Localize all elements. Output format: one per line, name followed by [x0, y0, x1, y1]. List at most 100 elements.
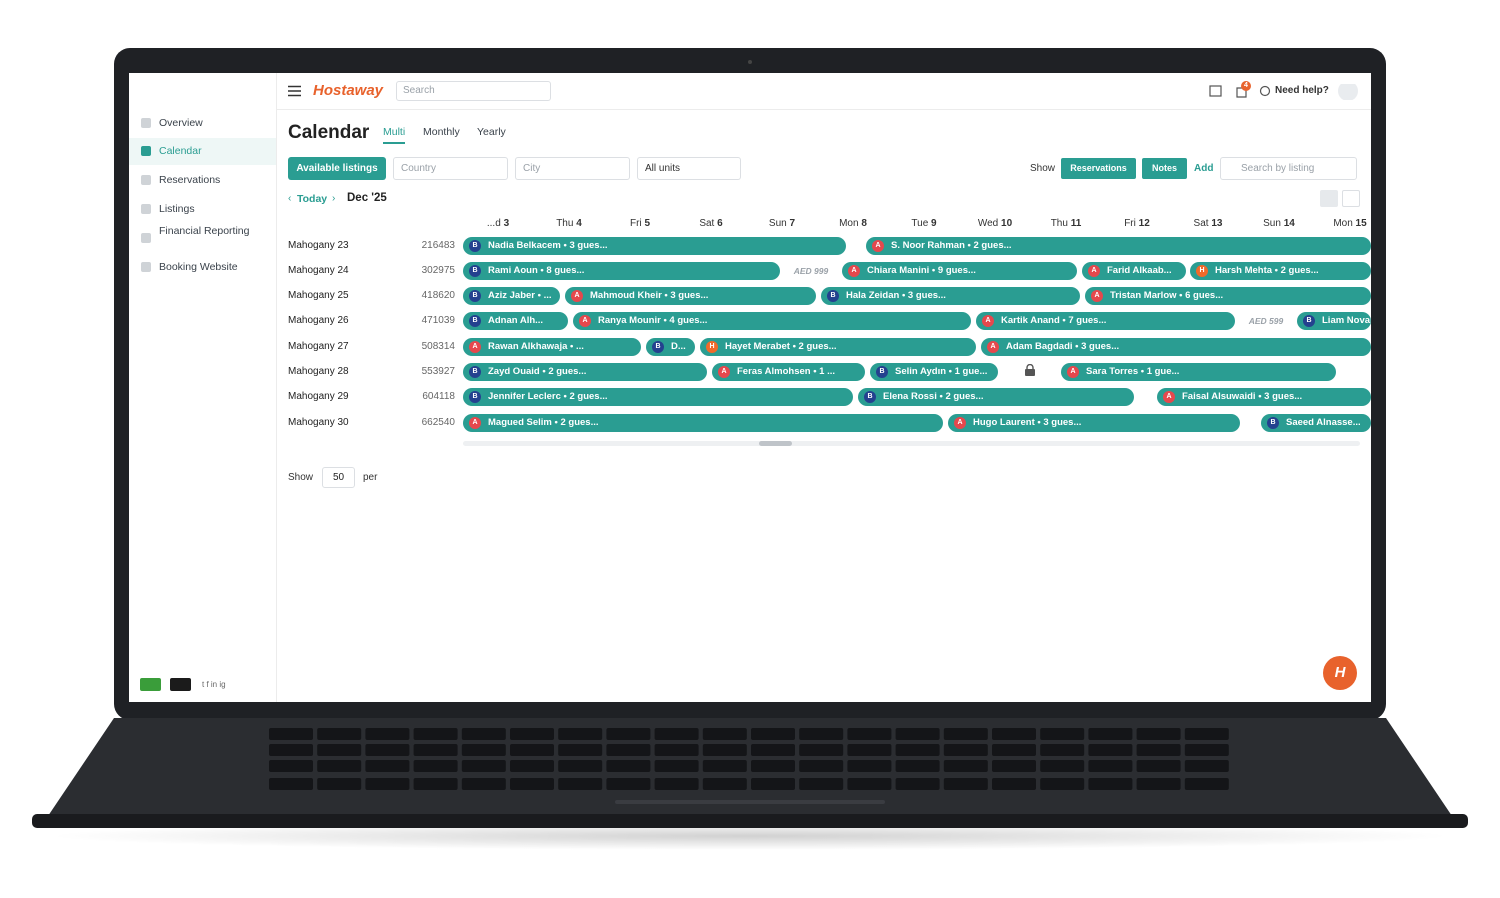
header-divider: [277, 109, 1371, 110]
day-header: Thu 4: [534, 218, 604, 229]
booking[interactable]: B Zayd Ouaid • 2 gues...: [463, 363, 707, 381]
guest-label: Faisal Alsuwaidi • 3 gues...: [1182, 391, 1303, 403]
view-tab[interactable]: Monthly: [423, 126, 460, 138]
channel-badge: A: [848, 264, 860, 277]
sidebar-item[interactable]: Overview: [159, 117, 203, 129]
booking[interactable]: A Sara Torres • 1 gue...: [1061, 363, 1336, 381]
page-title: Calendar: [288, 122, 370, 143]
social-links[interactable]: t f in ig: [202, 680, 226, 689]
sidebar-icon: [141, 262, 151, 272]
booking[interactable]: B Rami Aoun • 8 gues...: [463, 261, 780, 280]
booking[interactable]: B Aziz Jaber • ...: [463, 287, 560, 306]
key: [702, 728, 747, 740]
channel-badge: B: [1303, 315, 1315, 328]
channel-badge: A: [1163, 391, 1175, 404]
booking[interactable]: A Ranya Mounir • 4 gues...: [573, 312, 971, 331]
booking[interactable]: H Hayet Merabet • 2 gues...: [700, 337, 976, 356]
nav-arrow[interactable]: ‹: [288, 193, 292, 204]
booking[interactable]: B Saeed Alnasse...: [1261, 413, 1371, 432]
help-link[interactable]: Need help?: [1275, 85, 1329, 96]
button[interactable]: Available listings: [288, 157, 386, 180]
channel-badge: A: [579, 315, 591, 328]
booking[interactable]: A Feras Almohsen • 1 ...: [712, 363, 865, 381]
fab[interactable]: H: [1323, 656, 1357, 690]
page-size[interactable]: 50: [322, 467, 355, 488]
booking[interactable]: B Selin Aydın • 1 gue...: [870, 363, 998, 381]
add-link[interactable]: Add: [1194, 163, 1214, 174]
listing-id: 604118: [422, 391, 455, 403]
sidebar-icon: [141, 175, 151, 185]
channel-badge: A: [469, 416, 481, 429]
today-button[interactable]: Today: [297, 193, 328, 205]
booking[interactable]: B Nadia Belkacem • 3 gues...: [463, 236, 846, 255]
listing-id: 418620: [421, 290, 455, 302]
booking[interactable]: A Faisal Alsuwaidi • 3 gues...: [1157, 388, 1371, 407]
guest-label: Mahmoud Kheir • 3 gues...: [590, 290, 709, 302]
view-tab[interactable]: Yearly: [477, 126, 506, 138]
key: [510, 744, 554, 756]
month-label: Dec '25: [347, 192, 387, 204]
key: [413, 744, 458, 756]
toggle[interactable]: Notes: [1142, 158, 1187, 179]
day-header: Tue 9: [889, 218, 959, 229]
booking[interactable]: A Tristan Marlow • 6 gues...: [1085, 287, 1371, 306]
channel-badge: B: [469, 315, 481, 328]
view-tab[interactable]: Multi: [383, 126, 406, 144]
booking[interactable]: B Jennifer Leclerc • 2 gues...: [463, 388, 853, 407]
booking[interactable]: A Rawan Alkhawaja • ...: [463, 337, 641, 356]
channel-badge: A: [1067, 366, 1079, 378]
sidebar-icon: [141, 204, 151, 214]
store-badge[interactable]: [140, 678, 161, 691]
key: [461, 728, 506, 740]
booking[interactable]: A Magued Selim • 2 gues...: [463, 413, 943, 432]
sidebar-item[interactable]: Reservations: [159, 174, 221, 186]
key: [1040, 778, 1085, 790]
booking[interactable]: A Kartik Anand • 7 gues...: [976, 312, 1235, 331]
booking[interactable]: A Adam Bagdadi • 3 gues...: [981, 337, 1371, 356]
sidebar-item[interactable]: Calendar: [159, 145, 202, 157]
menu-icon[interactable]: [288, 85, 301, 97]
nav-arrow[interactable]: ›: [332, 193, 336, 204]
booking[interactable]: A Chiara Manini • 9 gues...: [842, 261, 1077, 280]
channel-badge: A: [987, 340, 999, 353]
booking[interactable]: B Elena Rossi • 2 gues...: [858, 388, 1134, 407]
booking[interactable]: B D...: [646, 337, 695, 356]
channel-badge: A: [982, 315, 994, 328]
sidebar-item[interactable]: Listings: [159, 203, 195, 215]
dropdown[interactable]: City: [515, 157, 630, 180]
listing-name: Mahogany 24: [288, 264, 349, 276]
channel-badge: A: [718, 366, 730, 378]
channel-badge: A: [1091, 290, 1103, 303]
scroll-thumb[interactable]: [759, 441, 792, 446]
channel-badge: H: [706, 340, 718, 353]
dropdown[interactable]: All units: [637, 157, 741, 180]
view-toggle[interactable]: [1342, 190, 1360, 207]
booking[interactable]: A Hugo Laurent • 3 gues...: [948, 413, 1240, 432]
booking[interactable]: B Hala Zeidan • 3 gues...: [821, 287, 1080, 306]
booking[interactable]: A Mahmoud Kheir • 3 gues...: [565, 287, 816, 306]
label: Show: [1030, 163, 1056, 174]
toggle[interactable]: Reservations: [1061, 158, 1136, 179]
guest-label: S. Noor Rahman • 2 gues...: [891, 239, 1012, 251]
booking[interactable]: H Harsh Mehta • 2 gues...: [1190, 261, 1371, 280]
listing-search[interactable]: Search by listing: [1220, 157, 1357, 180]
sidebar-item[interactable]: Booking Website: [159, 261, 238, 273]
booking[interactable]: B Liam Novak: [1297, 312, 1371, 331]
dropdown[interactable]: Country: [393, 157, 508, 180]
key: [943, 744, 988, 756]
listing-id: 216483: [421, 239, 455, 251]
listing-name: Mahogany 29: [288, 391, 349, 403]
key: [558, 760, 603, 772]
channel-badge: B: [652, 340, 664, 353]
booking[interactable]: A S. Noor Rahman • 2 gues...: [866, 236, 1371, 255]
search-box[interactable]: Search: [396, 81, 551, 101]
booking[interactable]: B Adnan Alh...: [463, 312, 568, 331]
listing-id: 508314: [421, 340, 455, 352]
booking[interactable]: A Farid Alkaab...: [1082, 261, 1186, 280]
sidebar-item[interactable]: Financial Reporting: [159, 225, 250, 237]
view-toggle[interactable]: [1320, 190, 1338, 207]
key: [510, 760, 554, 772]
day-name: Sun: [768, 218, 790, 229]
day-header: Fri 5: [605, 218, 675, 229]
store-badge[interactable]: [170, 678, 191, 691]
